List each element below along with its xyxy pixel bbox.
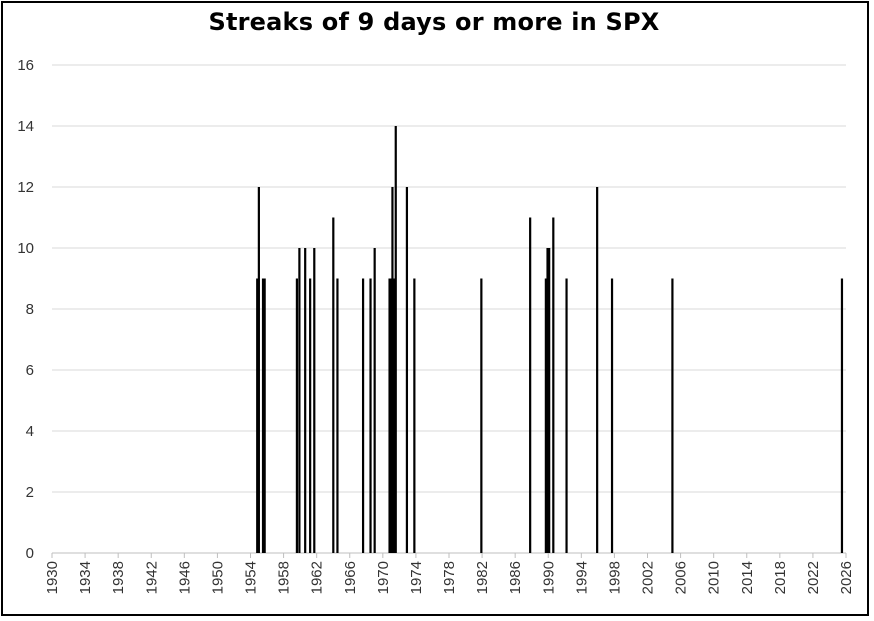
y-tick-label: 16 xyxy=(17,57,34,74)
streak-bar xyxy=(392,278,396,553)
y-tick-label: 10 xyxy=(17,240,34,257)
streak-bar xyxy=(361,278,365,553)
x-tick-label: 2018 xyxy=(772,561,789,594)
y-tick-label: 8 xyxy=(26,301,34,318)
y-tick-label: 2 xyxy=(26,484,34,501)
streak-bar xyxy=(332,217,335,553)
x-tick-label: 1946 xyxy=(176,561,193,594)
streak-bar xyxy=(309,278,312,553)
streak-bar xyxy=(565,278,568,553)
y-tick-label: 6 xyxy=(26,362,34,379)
streak-bar xyxy=(596,187,599,553)
streak-bar xyxy=(256,278,259,553)
y-tick-label: 12 xyxy=(17,179,34,196)
streak-bar xyxy=(257,187,260,553)
streak-bar xyxy=(313,248,316,553)
x-tick-label: 1966 xyxy=(342,561,359,594)
x-tick-label: 2022 xyxy=(805,561,822,594)
streak-bar xyxy=(388,278,391,553)
y-tick-label: 14 xyxy=(17,118,34,135)
streak-bar xyxy=(295,278,299,553)
streak-bar xyxy=(610,278,614,553)
chart-title: Streaks of 9 days or more in SPX xyxy=(208,8,660,36)
x-tick-label: 1998 xyxy=(606,561,623,594)
streak-bar xyxy=(391,187,394,553)
x-tick-label: 1954 xyxy=(243,561,260,594)
streak-bar xyxy=(529,217,532,553)
streak-bar xyxy=(304,248,307,553)
x-tick-label: 1974 xyxy=(408,561,425,594)
x-tick-label: 1982 xyxy=(474,561,491,594)
y-tick-label: 0 xyxy=(26,545,34,562)
streak-bar xyxy=(544,278,547,553)
x-tick-label: 2010 xyxy=(706,561,723,594)
x-tick-label: 1990 xyxy=(540,561,557,594)
streak-bar xyxy=(263,278,266,553)
streak-bar xyxy=(552,217,555,553)
streak-bar xyxy=(840,278,844,553)
x-tick-label: 1934 xyxy=(77,561,94,594)
x-tick-label: 2002 xyxy=(640,561,657,594)
streak-bar xyxy=(480,278,483,553)
x-tick-label: 1958 xyxy=(276,561,293,594)
streak-bar xyxy=(336,278,339,553)
streak-bar xyxy=(394,126,397,553)
x-tick-label: 1970 xyxy=(375,561,392,594)
streak-bar xyxy=(413,278,416,553)
streak-bar xyxy=(369,278,372,553)
x-tick-label: 1962 xyxy=(309,561,326,594)
streak-bar xyxy=(373,248,376,553)
x-tick-label: 2026 xyxy=(838,561,855,594)
x-tick-label: 1938 xyxy=(110,561,127,594)
streak-bar xyxy=(671,278,674,553)
x-tick-label: 1942 xyxy=(143,561,160,594)
y-tick-label: 4 xyxy=(26,423,34,440)
streak-bar xyxy=(298,248,301,553)
streak-bar xyxy=(405,187,409,553)
x-tick-label: 1978 xyxy=(441,561,458,594)
streak-bar xyxy=(546,248,549,553)
streak-bar xyxy=(261,278,265,553)
x-tick-label: 2006 xyxy=(673,561,690,594)
streak-bar xyxy=(390,278,393,553)
x-tick-label: 2014 xyxy=(739,561,756,594)
x-tick-label: 1986 xyxy=(507,561,524,594)
x-tick-label: 1950 xyxy=(209,561,226,594)
x-tick-label: 1994 xyxy=(573,561,590,594)
x-tick-label: 1930 xyxy=(44,561,61,594)
streak-bar xyxy=(548,248,551,553)
